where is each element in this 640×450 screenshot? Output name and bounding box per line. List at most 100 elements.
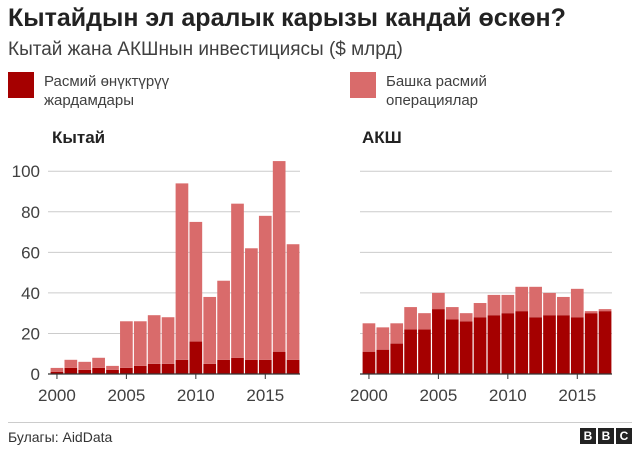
- bar-official-aid: [501, 313, 515, 374]
- bbc-logo-letter: B: [598, 428, 614, 444]
- bar-official-aid: [78, 369, 92, 374]
- bar-official-aid: [418, 329, 431, 374]
- bar-official-aid: [189, 341, 203, 374]
- legend-label-line: Башка расмий: [386, 73, 487, 90]
- bar-other-official: [64, 359, 78, 368]
- legend-item-other-official: Башка расмий операциялар: [350, 72, 586, 110]
- bar-official-aid: [529, 317, 542, 374]
- bar-other-official: [445, 307, 459, 320]
- bar-official-aid: [515, 311, 529, 374]
- legend-swatch-official-aid: [8, 72, 34, 98]
- bar-official-aid: [487, 315, 501, 374]
- x-tick-label: 2010: [489, 386, 527, 405]
- bar-official-aid: [459, 321, 473, 374]
- bar-official-aid: [50, 371, 64, 374]
- chart-canvas: Кытай 0 20 40 60 80 100 2000 2005 2010 2015 АКШ 2000…: [12, 128, 612, 405]
- source-note: Булагы: AidData: [8, 429, 113, 445]
- x-tick-label: 2005: [107, 386, 145, 405]
- bar-other-official: [501, 294, 515, 314]
- bar-other-official: [203, 296, 217, 364]
- bar-other-official: [362, 323, 376, 352]
- y-tick-label: 20: [21, 324, 40, 343]
- bar-official-aid: [203, 363, 217, 374]
- bar-official-aid: [286, 359, 300, 374]
- bar-official-aid: [404, 329, 417, 374]
- bar-other-official: [543, 292, 556, 316]
- bar-other-official: [529, 286, 542, 318]
- bar-official-aid: [557, 315, 570, 374]
- bar-official-aid: [231, 357, 244, 374]
- chart-subtitle: Кытай жана АКШнын инвестициясы ($ млрд): [8, 39, 403, 60]
- bar-official-aid: [390, 343, 404, 374]
- bar-official-aid: [217, 359, 230, 374]
- legend-label-other-official: Башка расмий операциялар: [386, 72, 586, 110]
- bar-official-aid: [92, 367, 105, 374]
- bar-official-aid: [584, 313, 598, 374]
- x-tick-label: 2005: [419, 386, 457, 405]
- chart-title: Кытайдын эл аралык карызы кандай өскөн?: [8, 4, 566, 32]
- bar-official-aid: [473, 317, 487, 374]
- bar-official-aid: [543, 315, 556, 374]
- bar-other-official: [376, 327, 390, 350]
- bbc-logo-letter: B: [580, 428, 596, 444]
- legend-label-line: операциялар: [386, 92, 479, 109]
- bar-official-aid: [598, 311, 612, 374]
- bar-other-official: [487, 294, 501, 316]
- x-tick-label: 2015: [246, 386, 284, 405]
- y-tick-label: 0: [31, 365, 40, 384]
- bar-other-official: [258, 215, 272, 360]
- y-tick-label: 40: [21, 284, 40, 303]
- bar-other-official: [78, 361, 92, 370]
- panel-title: АКШ: [362, 128, 402, 147]
- bar-other-official: [189, 221, 203, 342]
- bar-official-aid: [106, 369, 119, 374]
- bar-other-official: [231, 203, 244, 358]
- y-tick-label: 100: [12, 162, 40, 181]
- bar-other-official: [432, 292, 445, 310]
- bar-other-official: [598, 309, 612, 312]
- x-tick-label: 2000: [38, 386, 76, 405]
- bar-other-official: [584, 311, 598, 314]
- bar-other-official: [459, 313, 473, 322]
- bar-other-official: [217, 280, 230, 360]
- bbc-logo: B B C: [580, 428, 632, 444]
- bar-official-aid: [570, 317, 584, 374]
- bar-other-official: [473, 303, 487, 318]
- bar-other-official: [106, 365, 119, 370]
- bbc-logo-letter: C: [616, 428, 632, 444]
- bar-other-official: [120, 321, 133, 368]
- bar-official-aid: [245, 359, 258, 374]
- panel-title: Кытай: [52, 128, 105, 147]
- bar-official-aid: [161, 363, 175, 374]
- bar-other-official: [404, 307, 417, 330]
- bar-other-official: [133, 321, 147, 366]
- bar-other-official: [390, 323, 404, 344]
- bar-other-official: [557, 296, 570, 316]
- y-tick-label: 60: [21, 243, 40, 262]
- bar-other-official: [418, 313, 431, 330]
- legend-label-line: жардамдары: [44, 92, 134, 109]
- bar-official-aid: [147, 363, 161, 374]
- bar-official-aid: [272, 351, 286, 374]
- legend-label-official-aid: Расмий өнүктүрүү жардамдары: [44, 72, 244, 110]
- y-tick-label: 80: [21, 203, 40, 222]
- bar-other-official: [570, 288, 584, 318]
- bar-other-official: [92, 357, 105, 368]
- bar-other-official: [245, 248, 258, 360]
- bar-other-official: [515, 286, 529, 312]
- bar-official-aid: [362, 351, 376, 374]
- bar-official-aid: [376, 349, 390, 374]
- footer-divider: [8, 422, 632, 423]
- bar-other-official: [286, 244, 300, 360]
- x-tick-label: 2000: [350, 386, 388, 405]
- bar-official-aid: [445, 319, 459, 374]
- bar-other-official: [50, 367, 64, 372]
- bar-other-official: [175, 183, 189, 360]
- legend-swatch-other-official: [350, 72, 376, 98]
- x-tick-label: 2015: [558, 386, 596, 405]
- bar-official-aid: [258, 359, 272, 374]
- x-tick-label: 2010: [177, 386, 215, 405]
- bar-other-official: [161, 317, 175, 364]
- bar-official-aid: [432, 309, 445, 374]
- bar-official-aid: [64, 367, 78, 374]
